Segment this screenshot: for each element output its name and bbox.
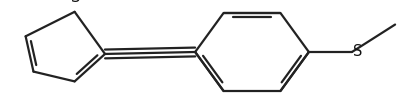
Text: S: S: [71, 0, 80, 5]
Text: S: S: [353, 44, 363, 60]
